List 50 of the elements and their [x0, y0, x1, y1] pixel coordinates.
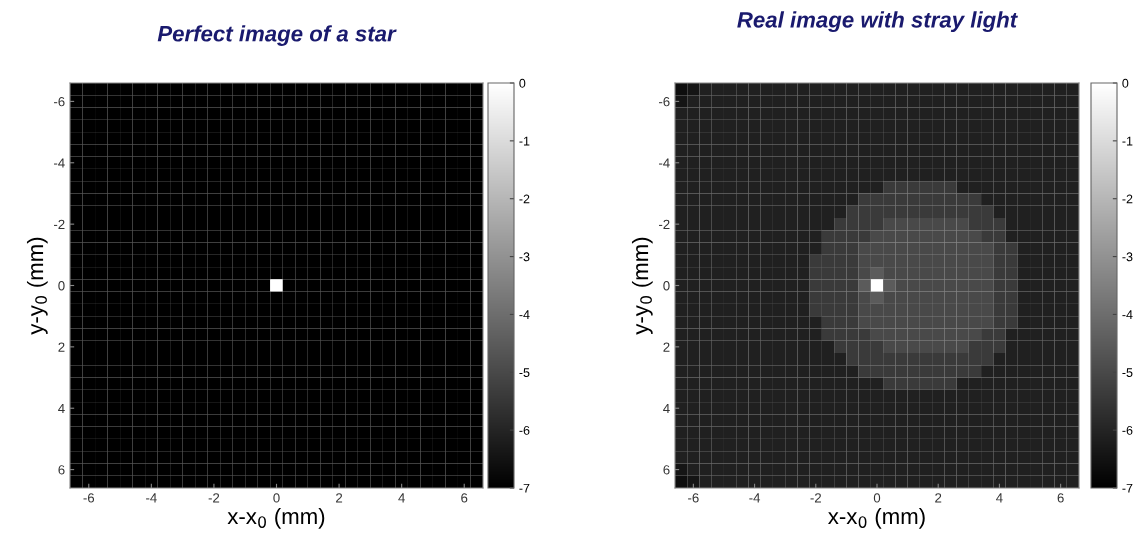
- x-tick-label: 4: [398, 493, 405, 503]
- y-axis-title: y-y$_{0}$ (mm): [26, 237, 48, 335]
- color-bar-label: -3: [519, 252, 530, 262]
- y-tick-label: -6: [658, 96, 670, 107]
- y-tick-label: -4: [658, 158, 670, 168]
- x-tick-label: -4: [749, 493, 761, 503]
- y-tick-label: 0: [58, 281, 65, 291]
- x-tick-label: 4: [996, 493, 1003, 503]
- y-tick-label: -4: [53, 158, 65, 168]
- x-tick-label: 0: [873, 493, 881, 503]
- y-axis-title: y-y$_{0}$ (mm): [631, 237, 653, 335]
- color-bar-label: -4: [519, 310, 530, 319]
- color-bar-label: -2: [1122, 194, 1133, 204]
- y-tick-label: -2: [53, 219, 65, 229]
- y-tick-label: 6: [663, 465, 670, 475]
- x-tick-label: -2: [810, 493, 821, 503]
- color-bar-label: -2: [519, 194, 530, 204]
- y-tick-label: 2: [58, 342, 65, 352]
- y-tick-label: 2: [663, 342, 670, 352]
- color-bar-label: -4: [1122, 310, 1133, 319]
- y-tick-label: -2: [658, 219, 670, 229]
- x-tick-label: 6: [461, 493, 468, 503]
- chart-title: Perfect image of a star: [157, 25, 397, 46]
- x-tick-label: -6: [83, 493, 95, 503]
- x-tick-label: 0: [273, 493, 280, 503]
- color-bar-label: -7: [1122, 483, 1133, 493]
- color-bar-label: -6: [1122, 425, 1133, 435]
- color-bar-label: -7: [519, 483, 530, 493]
- y-tick-label: 6: [58, 465, 65, 475]
- x-tick-label: 2: [935, 493, 942, 503]
- x-tick-label: -6: [688, 493, 699, 503]
- color-bar-label: -5: [1122, 368, 1133, 377]
- y-tick-label: 0: [663, 281, 670, 291]
- color-bar-label: -6: [519, 425, 530, 435]
- color-bar-label: 0: [519, 78, 526, 88]
- x-tick-label: 2: [336, 493, 343, 503]
- x-tick-label: 6: [1057, 493, 1064, 503]
- color-bar-label: -3: [1122, 252, 1133, 262]
- color-bar-label: -1: [1122, 136, 1133, 146]
- chart-title: Real image with stray light: [737, 11, 1018, 33]
- color-bar-label: 0: [1122, 78, 1129, 88]
- color-bar-label: -1: [519, 136, 530, 146]
- x-tick-label: -4: [146, 493, 157, 503]
- x-tick-label: -2: [208, 493, 220, 503]
- x-axis-title: x-x$_{0}$ (mm): [227, 507, 325, 529]
- y-tick-label: -6: [53, 96, 65, 107]
- y-tick-label: 4: [58, 403, 65, 414]
- x-axis-title: x-x$_{0}$ (mm): [828, 507, 925, 529]
- color-bar-label: -5: [519, 368, 530, 377]
- y-tick-label: 4: [663, 403, 670, 414]
